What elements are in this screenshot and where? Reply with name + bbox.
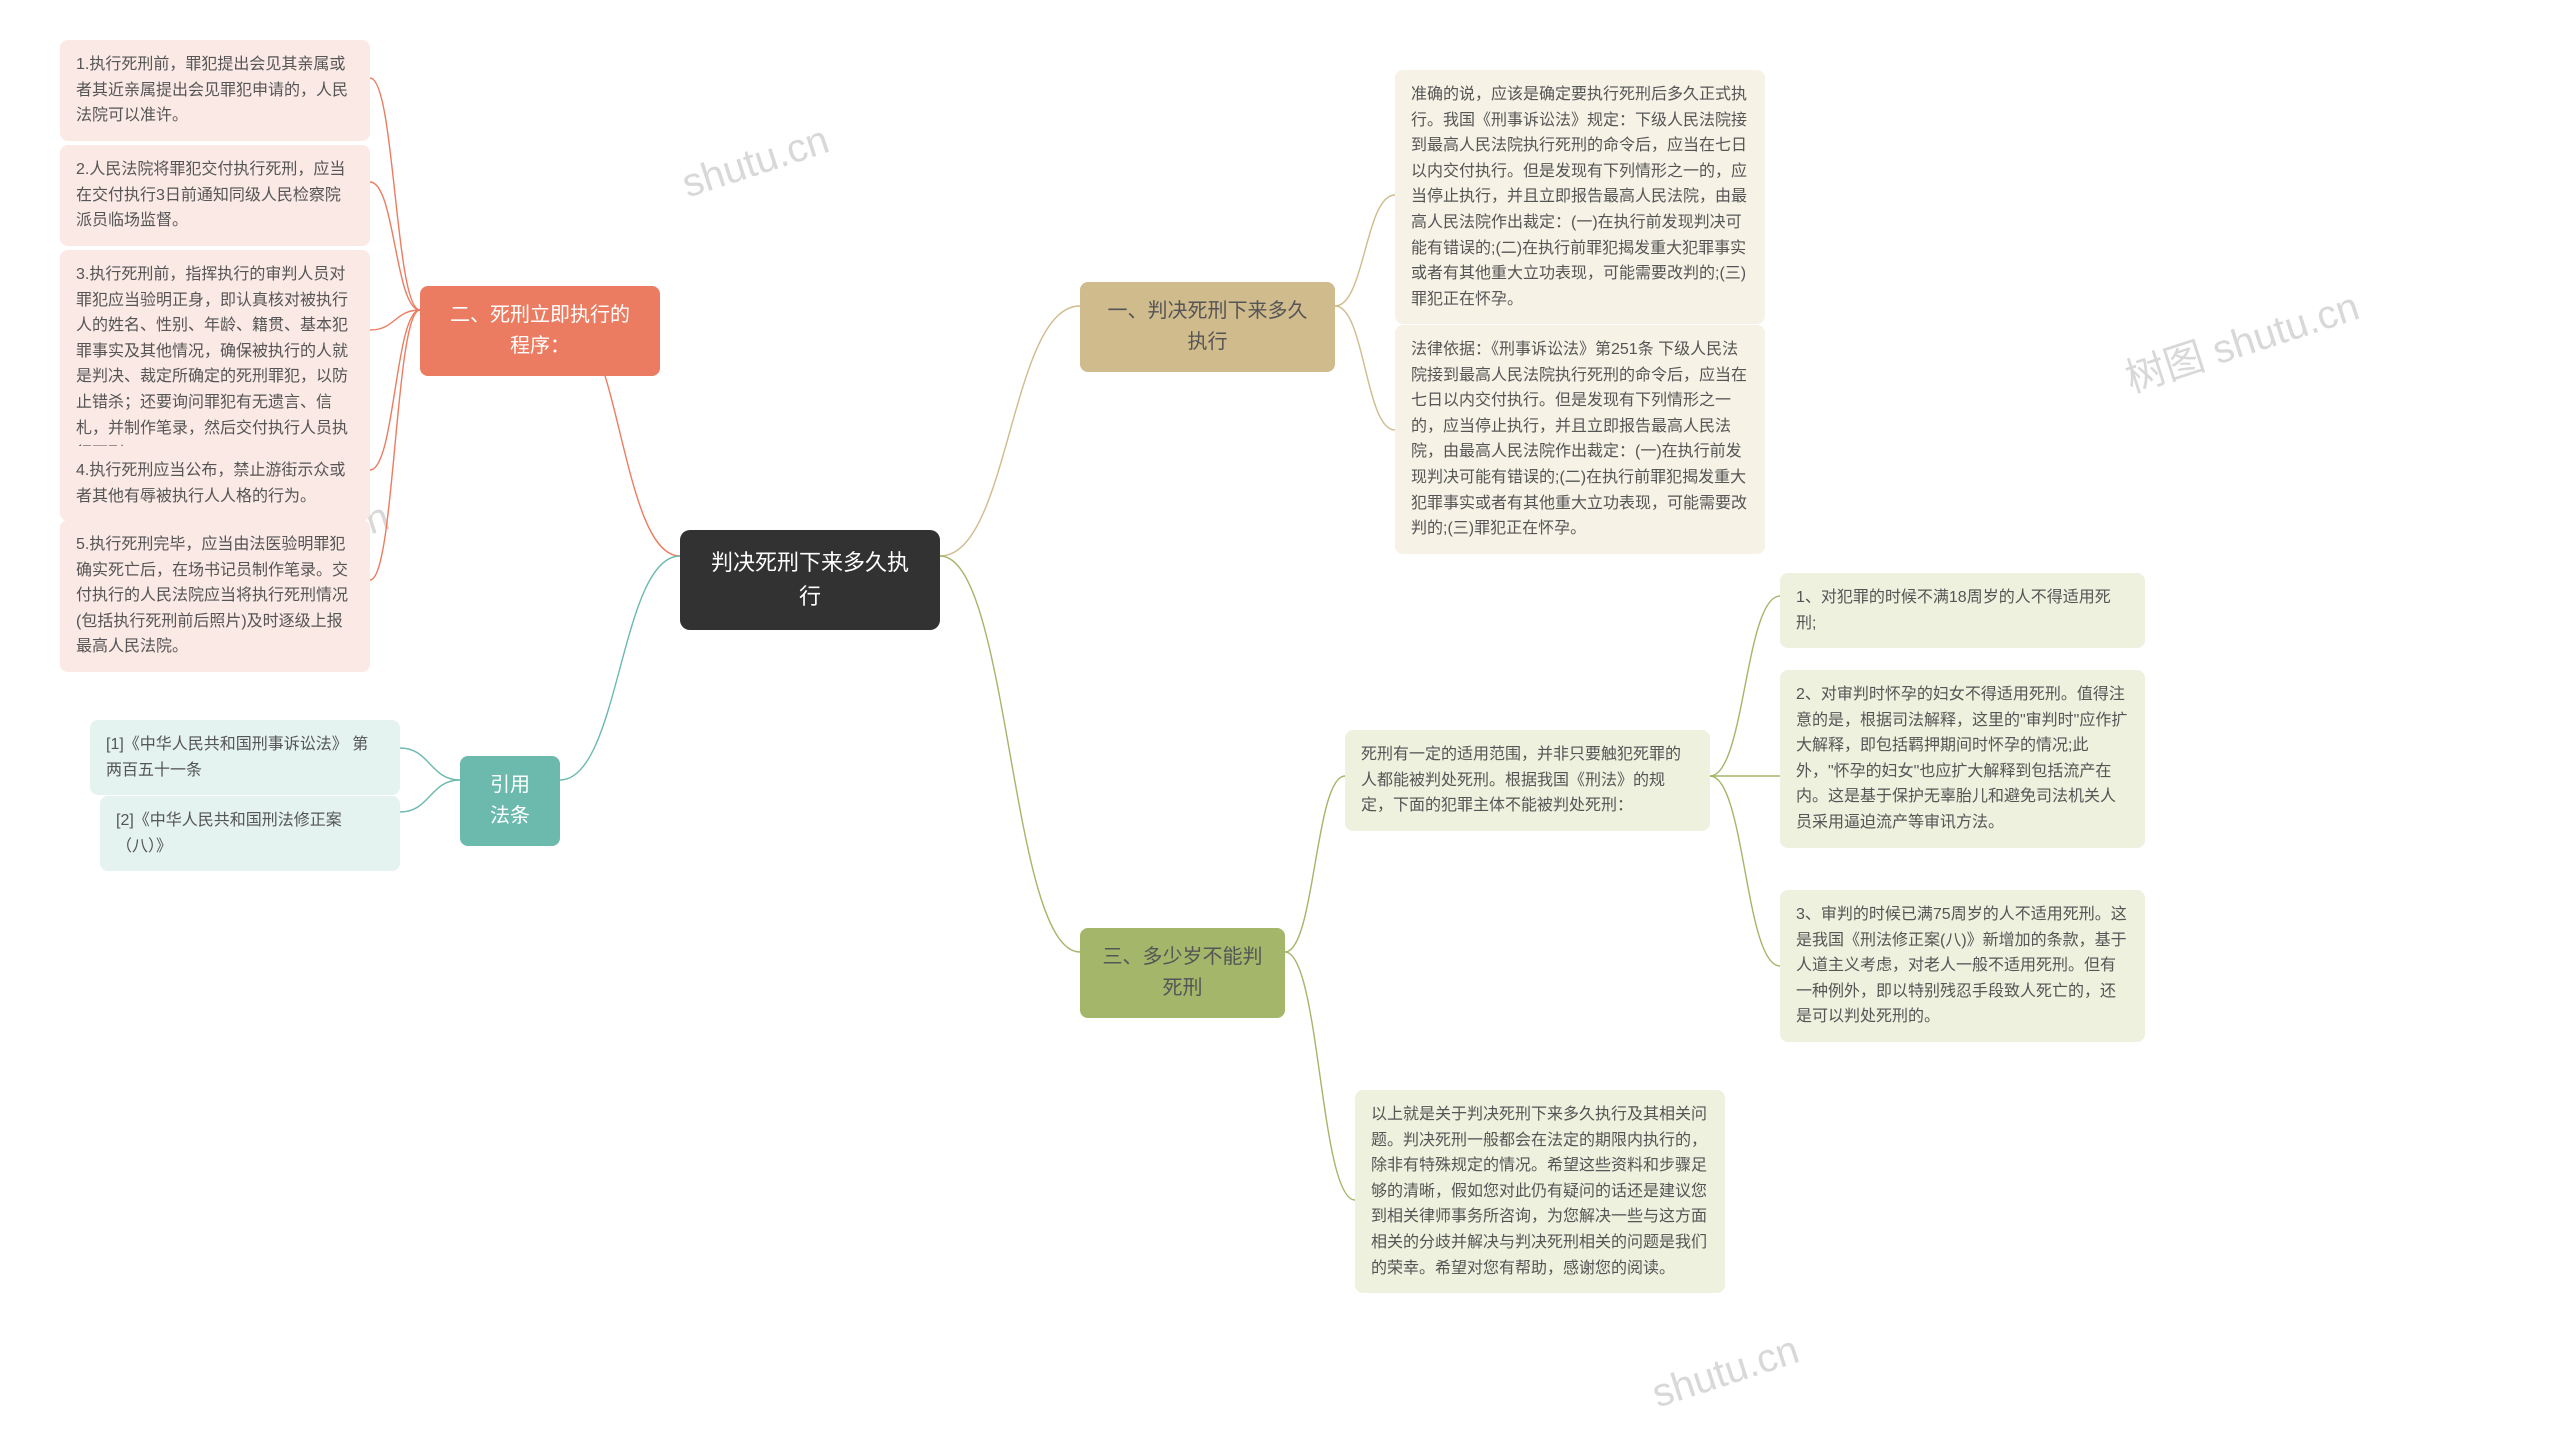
leaf-b1-2: 法律依据：《刑事诉讼法》第251条 下级人民法院接到最高人民法院执行死刑的命令后… [1395, 325, 1765, 554]
leaf-b1-1: 准确的说，应该是确定要执行死刑后多久正式执行。我国《刑事诉讼法》规定：下级人民法… [1395, 70, 1765, 324]
leaf-b3-3: 3、审判的时候已满75周岁的人不适用死刑。这是我国《刑法修正案(八)》新增加的条… [1780, 890, 2145, 1042]
branch-when-execute: 一、判决死刑下来多久执行 [1080, 282, 1335, 372]
leaf-ref-2: [2]《中华人民共和国刑法修正案（八）》 [100, 796, 400, 871]
leaf-b2-3: 3.执行死刑前，指挥执行的审判人员对罪犯应当验明正身，即认真核对被执行人的姓名、… [60, 250, 370, 479]
branch-age-limit: 三、多少岁不能判死刑 [1080, 928, 1285, 1018]
leaf-ref-1: [1]《中华人民共和国刑事诉讼法》 第两百五十一条 [90, 720, 400, 795]
leaf-b2-5: 5.执行死刑完毕，应当由法医验明罪犯确实死亡后，在场书记员制作笔录。交付执行的人… [60, 520, 370, 672]
leaf-b3-2: 2、对审判时怀孕的妇女不得适用死刑。值得注意的是，根据司法解释，这里的"审判时"… [1780, 670, 2145, 848]
watermark: 树图 shutu.cn [2117, 274, 2365, 404]
leaf-b3-end: 以上就是关于判决死刑下来多久执行及其相关问题。判决死刑一般都会在法定的期限内执行… [1355, 1090, 1725, 1293]
watermark: shutu.cn [1647, 1328, 1805, 1418]
branch-procedure: 二、死刑立即执行的程序： [420, 286, 660, 376]
leaf-b2-1: 1.执行死刑前，罪犯提出会见其亲属或者其近亲属提出会见罪犯申请的，人民法院可以准… [60, 40, 370, 141]
leaf-b3-intro: 死刑有一定的适用范围，并非只要触犯死罪的人都能被判处死刑。根据我国《刑法》的规定… [1345, 730, 1710, 831]
watermark: shutu.cn [677, 118, 835, 208]
root-node: 判决死刑下来多久执行 [680, 530, 940, 630]
leaf-b2-4: 4.执行死刑应当公布，禁止游街示众或者其他有辱被执行人人格的行为。 [60, 446, 370, 521]
branch-references: 引用法条 [460, 756, 560, 846]
leaf-b3-1: 1、对犯罪的时候不满18周岁的人不得适用死刑; [1780, 573, 2145, 648]
leaf-b2-2: 2.人民法院将罪犯交付执行死刑，应当在交付执行3日前通知同级人民检察院派员临场监… [60, 145, 370, 246]
